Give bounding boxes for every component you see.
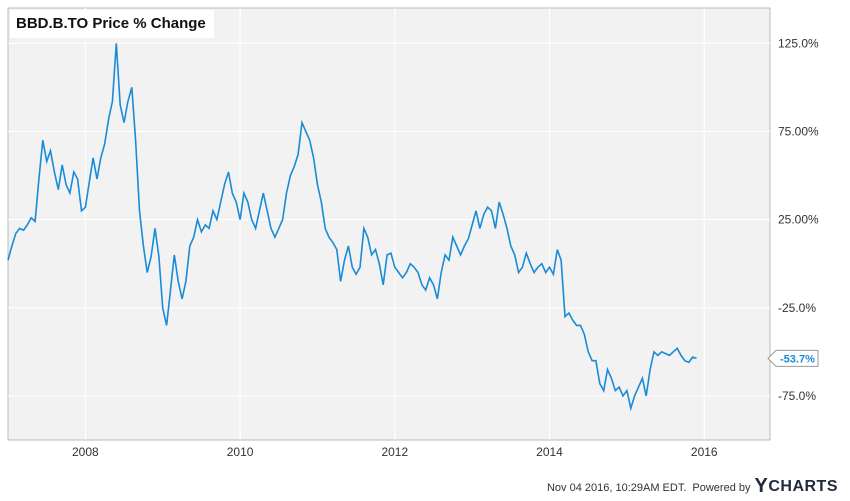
x-axis: 2008 2010 2012 2014 2016	[72, 445, 718, 459]
timestamp: Nov 04 2016, 10:29AM EDT.	[546, 482, 687, 494]
y-tick-label: 75.00%	[778, 124, 819, 138]
x-tick-label: 2016	[691, 445, 718, 459]
x-tick-label: 2012	[381, 445, 408, 459]
logo-letter: Y	[754, 475, 769, 497]
y-axis: 125.0% 75.00% 25.00% -25.0% -75.0%	[778, 36, 819, 403]
y-tick-label: 125.0%	[778, 36, 819, 50]
last-value-label: -53.7%	[780, 353, 815, 365]
y-tick-label: -75.0%	[778, 389, 816, 403]
ycharts-logo[interactable]: Y CHARTS	[754, 475, 838, 497]
logo-text: CHARTS	[768, 478, 838, 495]
powered-by-text: Powered by	[692, 482, 751, 494]
x-tick-label: 2014	[536, 445, 563, 459]
x-tick-label: 2008	[72, 445, 99, 459]
last-value-box	[767, 349, 819, 367]
chart-title: BBD.B.TO Price % Change	[10, 10, 214, 38]
last-value-marker: -53.7%	[767, 349, 819, 367]
footer: Nov 04 2016, 10:29AM EDT. Powered by Y CH…	[546, 475, 838, 497]
x-tick-label: 2010	[227, 445, 254, 459]
y-tick-label: -25.0%	[778, 301, 816, 315]
series-line	[7, 43, 697, 412]
plot-area	[7, 7, 771, 441]
y-tick-label: 25.00%	[778, 213, 819, 227]
